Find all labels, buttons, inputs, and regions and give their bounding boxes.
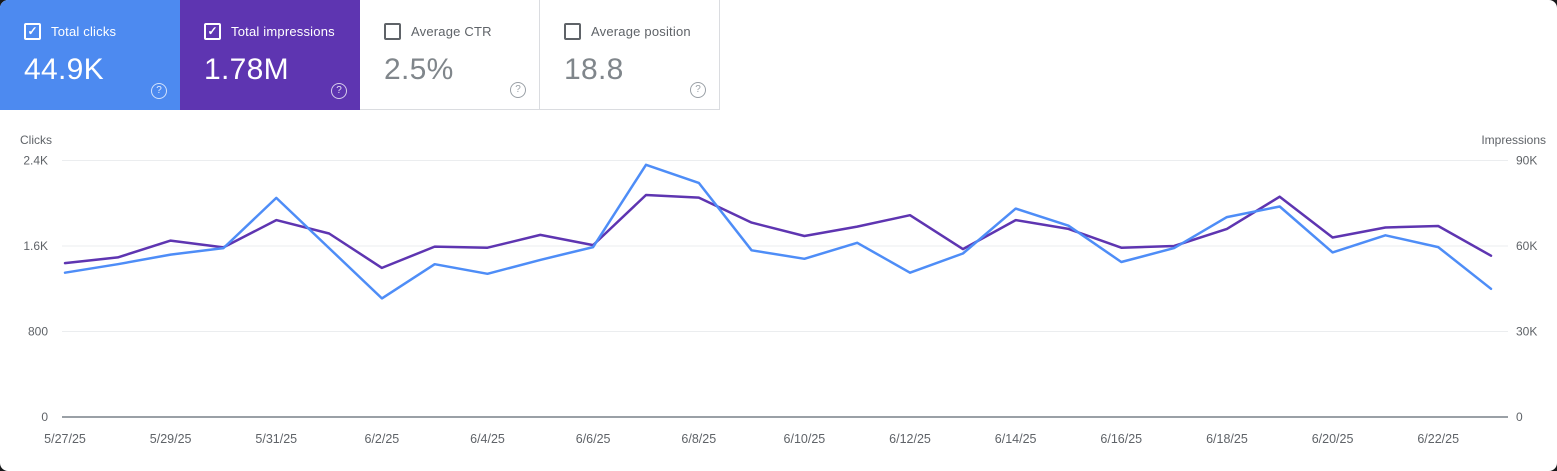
metric-cards: ✓ Total clicks 44.9K ? ✓ Total impressio… — [0, 0, 720, 110]
help-icon[interactable]: ? — [690, 82, 706, 98]
metric-card-header: Average CTR — [384, 23, 539, 40]
metric-card-total-impressions[interactable]: ✓ Total impressions 1.78M ? — [180, 0, 360, 110]
x-axis-tick-label: 6/10/25 — [784, 432, 826, 446]
metric-card-total-clicks[interactable]: ✓ Total clicks 44.9K ? — [0, 0, 180, 110]
help-icon[interactable]: ? — [510, 82, 526, 98]
x-axis-tick-label: 6/22/25 — [1417, 432, 1459, 446]
right-axis-tick-label: 0 — [1516, 410, 1523, 424]
x-axis-tick-label: 6/4/25 — [470, 432, 505, 446]
metric-label: Total impressions — [231, 24, 335, 39]
checkbox-checked-icon[interactable]: ✓ — [204, 23, 221, 40]
left-axis-tick-label: 800 — [28, 325, 48, 339]
metric-card-header: Average position — [564, 23, 719, 40]
right-axis-title: Impressions — [1481, 133, 1546, 147]
right-axis-tick-label: 30K — [1516, 325, 1537, 339]
metric-value: 2.5% — [384, 53, 454, 86]
metric-value: 1.78M — [204, 53, 289, 86]
metric-value: 44.9K — [24, 53, 104, 86]
metric-value: 18.8 — [564, 53, 624, 86]
checkbox-unchecked-icon[interactable] — [564, 23, 581, 40]
help-icon[interactable]: ? — [331, 83, 347, 99]
left-axis-tick-label: 2.4K — [23, 154, 48, 168]
x-axis-tick-label: 5/27/25 — [44, 432, 86, 446]
clicks-line-series — [63, 163, 1493, 300]
x-axis-tick-label: 6/20/25 — [1312, 432, 1354, 446]
left-axis-title: Clicks — [20, 133, 52, 147]
x-axis-tick-label: 6/18/25 — [1206, 432, 1248, 446]
x-axis-tick-label: 6/2/25 — [365, 432, 400, 446]
metric-card-average-position[interactable]: Average position 18.8 ? — [540, 0, 720, 110]
x-axis-tick-label: 6/14/25 — [995, 432, 1037, 446]
metric-label: Average position — [591, 24, 691, 39]
metric-label: Average CTR — [411, 24, 492, 39]
metric-label: Total clicks — [51, 24, 117, 39]
metric-card-header: ✓ Total impressions — [204, 23, 360, 40]
metric-card-average-ctr[interactable]: Average CTR 2.5% ? — [360, 0, 540, 110]
x-axis-tick-label: 5/31/25 — [255, 432, 297, 446]
left-axis-tick-label: 0 — [41, 410, 48, 424]
x-axis-tick-label: 6/16/25 — [1100, 432, 1142, 446]
help-icon[interactable]: ? — [151, 83, 167, 99]
x-axis-tick-label: 6/6/25 — [576, 432, 611, 446]
checkbox-checked-icon[interactable]: ✓ — [24, 23, 41, 40]
checkbox-unchecked-icon[interactable] — [384, 23, 401, 40]
right-axis-tick-label: 60K — [1516, 239, 1537, 253]
right-axis-tick-label: 90K — [1516, 154, 1537, 168]
left-axis-tick-label: 1.6K — [23, 239, 48, 253]
metric-card-header: ✓ Total clicks — [24, 23, 180, 40]
x-axis-tick-label: 5/29/25 — [150, 432, 192, 446]
x-axis-tick-label: 6/8/25 — [681, 432, 716, 446]
x-axis-tick-label: 6/12/25 — [889, 432, 931, 446]
